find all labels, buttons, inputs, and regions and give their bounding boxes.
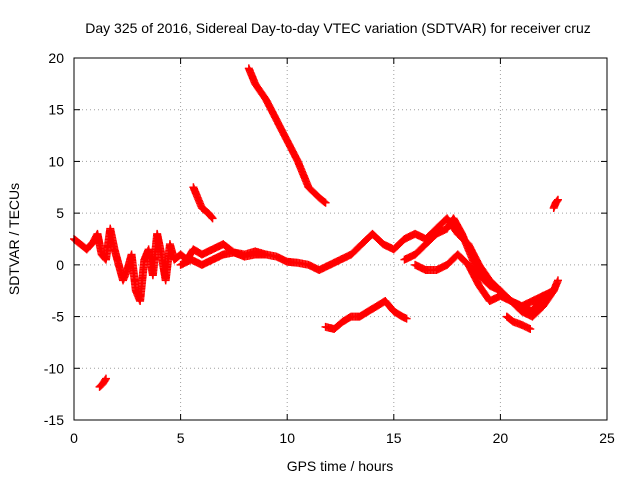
y-tick-label: -5 (52, 309, 65, 325)
data-point-marker (553, 276, 562, 285)
y-tick-label: 5 (56, 205, 64, 221)
y-tick-label: 0 (56, 257, 64, 273)
data-point-marker (321, 198, 330, 207)
series-short-drop (189, 183, 217, 223)
x-tick-label: 15 (386, 430, 402, 446)
data-point-marker (320, 197, 329, 206)
series-lower-band (411, 250, 558, 311)
data-point-marker (101, 374, 110, 383)
series-secondary-trace (176, 248, 270, 269)
plot-frame (73, 57, 608, 421)
axis-tick-labels: 0 5 10 15 20 25 -15 -10 -5 0 5 10 15 20 (44, 50, 615, 446)
x-tick-label: 20 (493, 430, 509, 446)
data-series (70, 64, 562, 391)
grid-lines (74, 58, 607, 420)
y-tick-label: -10 (44, 360, 64, 376)
y-tick-label: 20 (48, 50, 64, 66)
series-negative-segment (321, 297, 411, 333)
y-tick-label: -15 (44, 412, 64, 428)
x-axis-label: GPS time / hours (287, 458, 394, 474)
data-point-marker (549, 286, 558, 295)
series-end-cluster (549, 195, 562, 212)
series-outlier-cluster (95, 374, 110, 391)
x-tick-label: 10 (279, 430, 295, 446)
data-point-marker (207, 213, 216, 222)
axis-ticks (73, 57, 608, 421)
y-axis-label: SDTVAR / TECUs (6, 183, 22, 295)
data-point-marker (402, 314, 411, 323)
data-point-marker (526, 324, 535, 333)
chart-title: Day 325 of 2016, Sidereal Day-to-day VTE… (85, 20, 591, 36)
y-tick-label: 10 (48, 153, 64, 169)
y-tick-label: 15 (48, 102, 64, 118)
data-point-marker (553, 195, 562, 204)
data-point-marker (261, 250, 270, 259)
series-late-segment (502, 312, 535, 333)
series-descending-segment (244, 64, 330, 207)
x-tick-label: 0 (70, 430, 78, 446)
data-point-marker (101, 375, 110, 384)
x-tick-label: 25 (599, 430, 615, 446)
x-tick-label: 5 (177, 430, 185, 446)
data-point-marker (208, 214, 217, 223)
